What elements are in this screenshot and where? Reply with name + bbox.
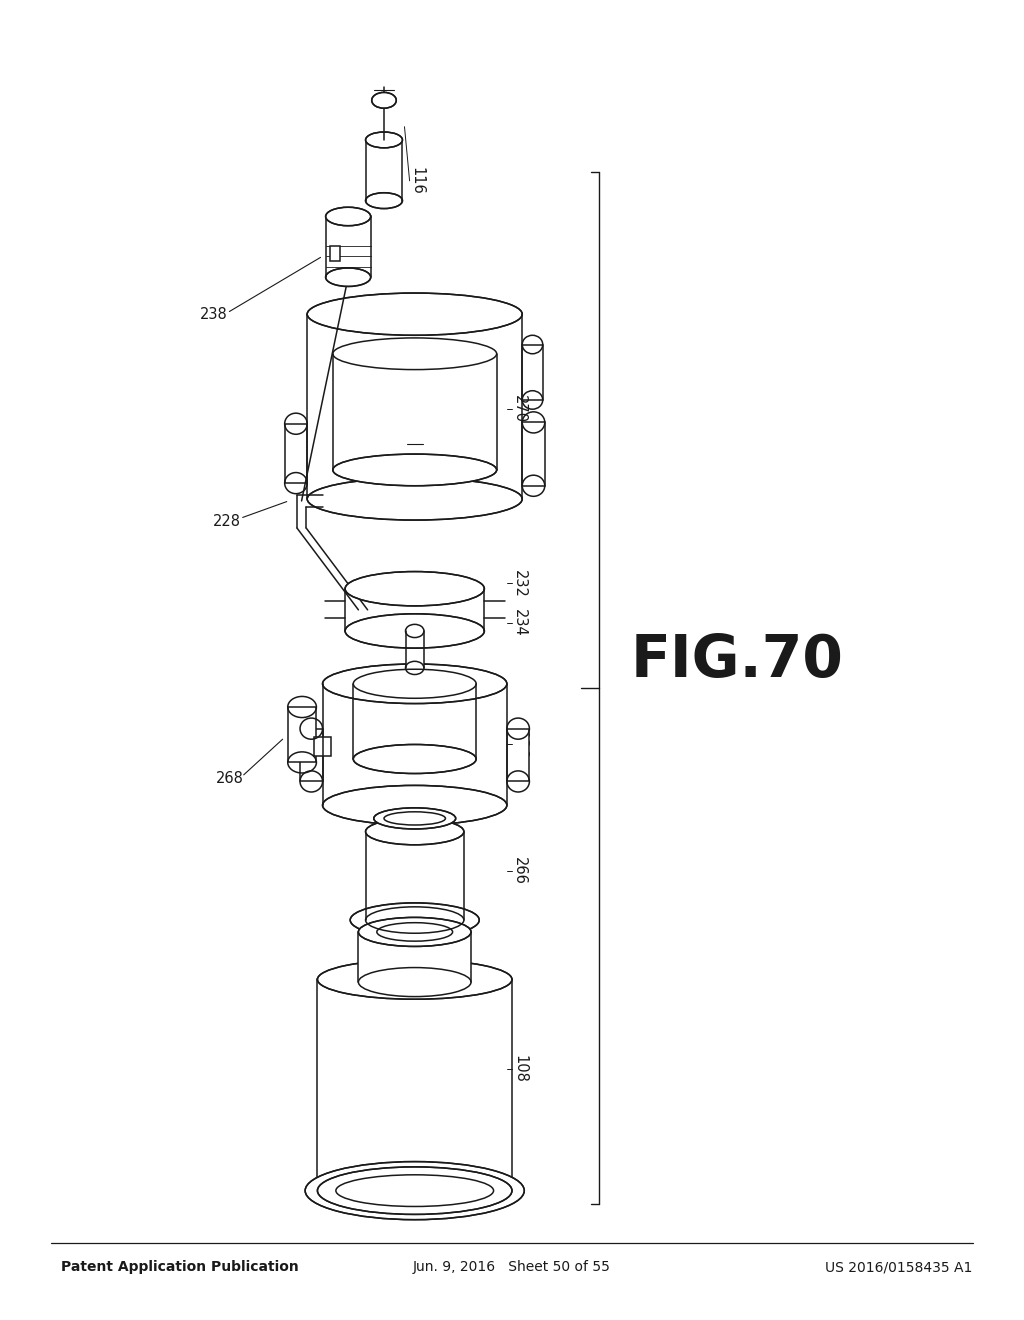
Ellipse shape (366, 193, 402, 209)
Text: 234: 234 (512, 609, 527, 638)
Ellipse shape (358, 917, 471, 946)
Ellipse shape (350, 903, 479, 937)
Text: Jun. 9, 2016   Sheet 50 of 55: Jun. 9, 2016 Sheet 50 of 55 (413, 1261, 611, 1274)
Text: 228: 228 (213, 513, 241, 529)
Bar (317, 979, 512, 1191)
Text: 270: 270 (512, 395, 527, 424)
Ellipse shape (345, 572, 484, 606)
Text: 108: 108 (512, 1055, 527, 1084)
Bar (406, 631, 424, 668)
Bar (314, 738, 331, 756)
Bar (300, 729, 323, 781)
Bar (307, 314, 522, 499)
Text: 268: 268 (216, 771, 244, 787)
Bar (366, 140, 402, 201)
Bar (358, 932, 471, 982)
Bar (323, 684, 507, 805)
Text: 232: 232 (512, 569, 527, 598)
Text: Patent Application Publication: Patent Application Publication (61, 1261, 299, 1274)
Bar (507, 729, 529, 781)
Bar (285, 424, 307, 483)
Text: US 2016/0158435 A1: US 2016/0158435 A1 (825, 1261, 973, 1274)
Text: FIG.70: FIG.70 (631, 631, 844, 689)
Bar (522, 345, 543, 400)
Bar (522, 422, 545, 486)
Text: 238: 238 (200, 306, 227, 322)
Text: 126: 126 (512, 730, 527, 759)
Ellipse shape (374, 808, 456, 829)
Ellipse shape (317, 960, 512, 999)
Bar (366, 832, 464, 920)
Ellipse shape (372, 92, 396, 108)
Ellipse shape (333, 454, 497, 486)
Ellipse shape (353, 744, 476, 774)
Bar (345, 589, 484, 631)
Text: 266: 266 (512, 857, 527, 886)
Ellipse shape (345, 614, 484, 648)
Ellipse shape (323, 785, 507, 825)
Ellipse shape (317, 1167, 512, 1214)
Ellipse shape (366, 818, 464, 845)
Bar (288, 708, 316, 763)
Bar (305, 1167, 524, 1214)
Ellipse shape (307, 478, 522, 520)
Ellipse shape (323, 664, 507, 704)
Ellipse shape (305, 1162, 524, 1220)
Ellipse shape (326, 207, 371, 226)
Ellipse shape (326, 268, 371, 286)
Ellipse shape (307, 293, 522, 335)
Text: 116: 116 (410, 166, 425, 195)
Ellipse shape (358, 968, 471, 997)
Bar (330, 246, 340, 261)
Ellipse shape (366, 132, 402, 148)
Bar (326, 216, 371, 277)
